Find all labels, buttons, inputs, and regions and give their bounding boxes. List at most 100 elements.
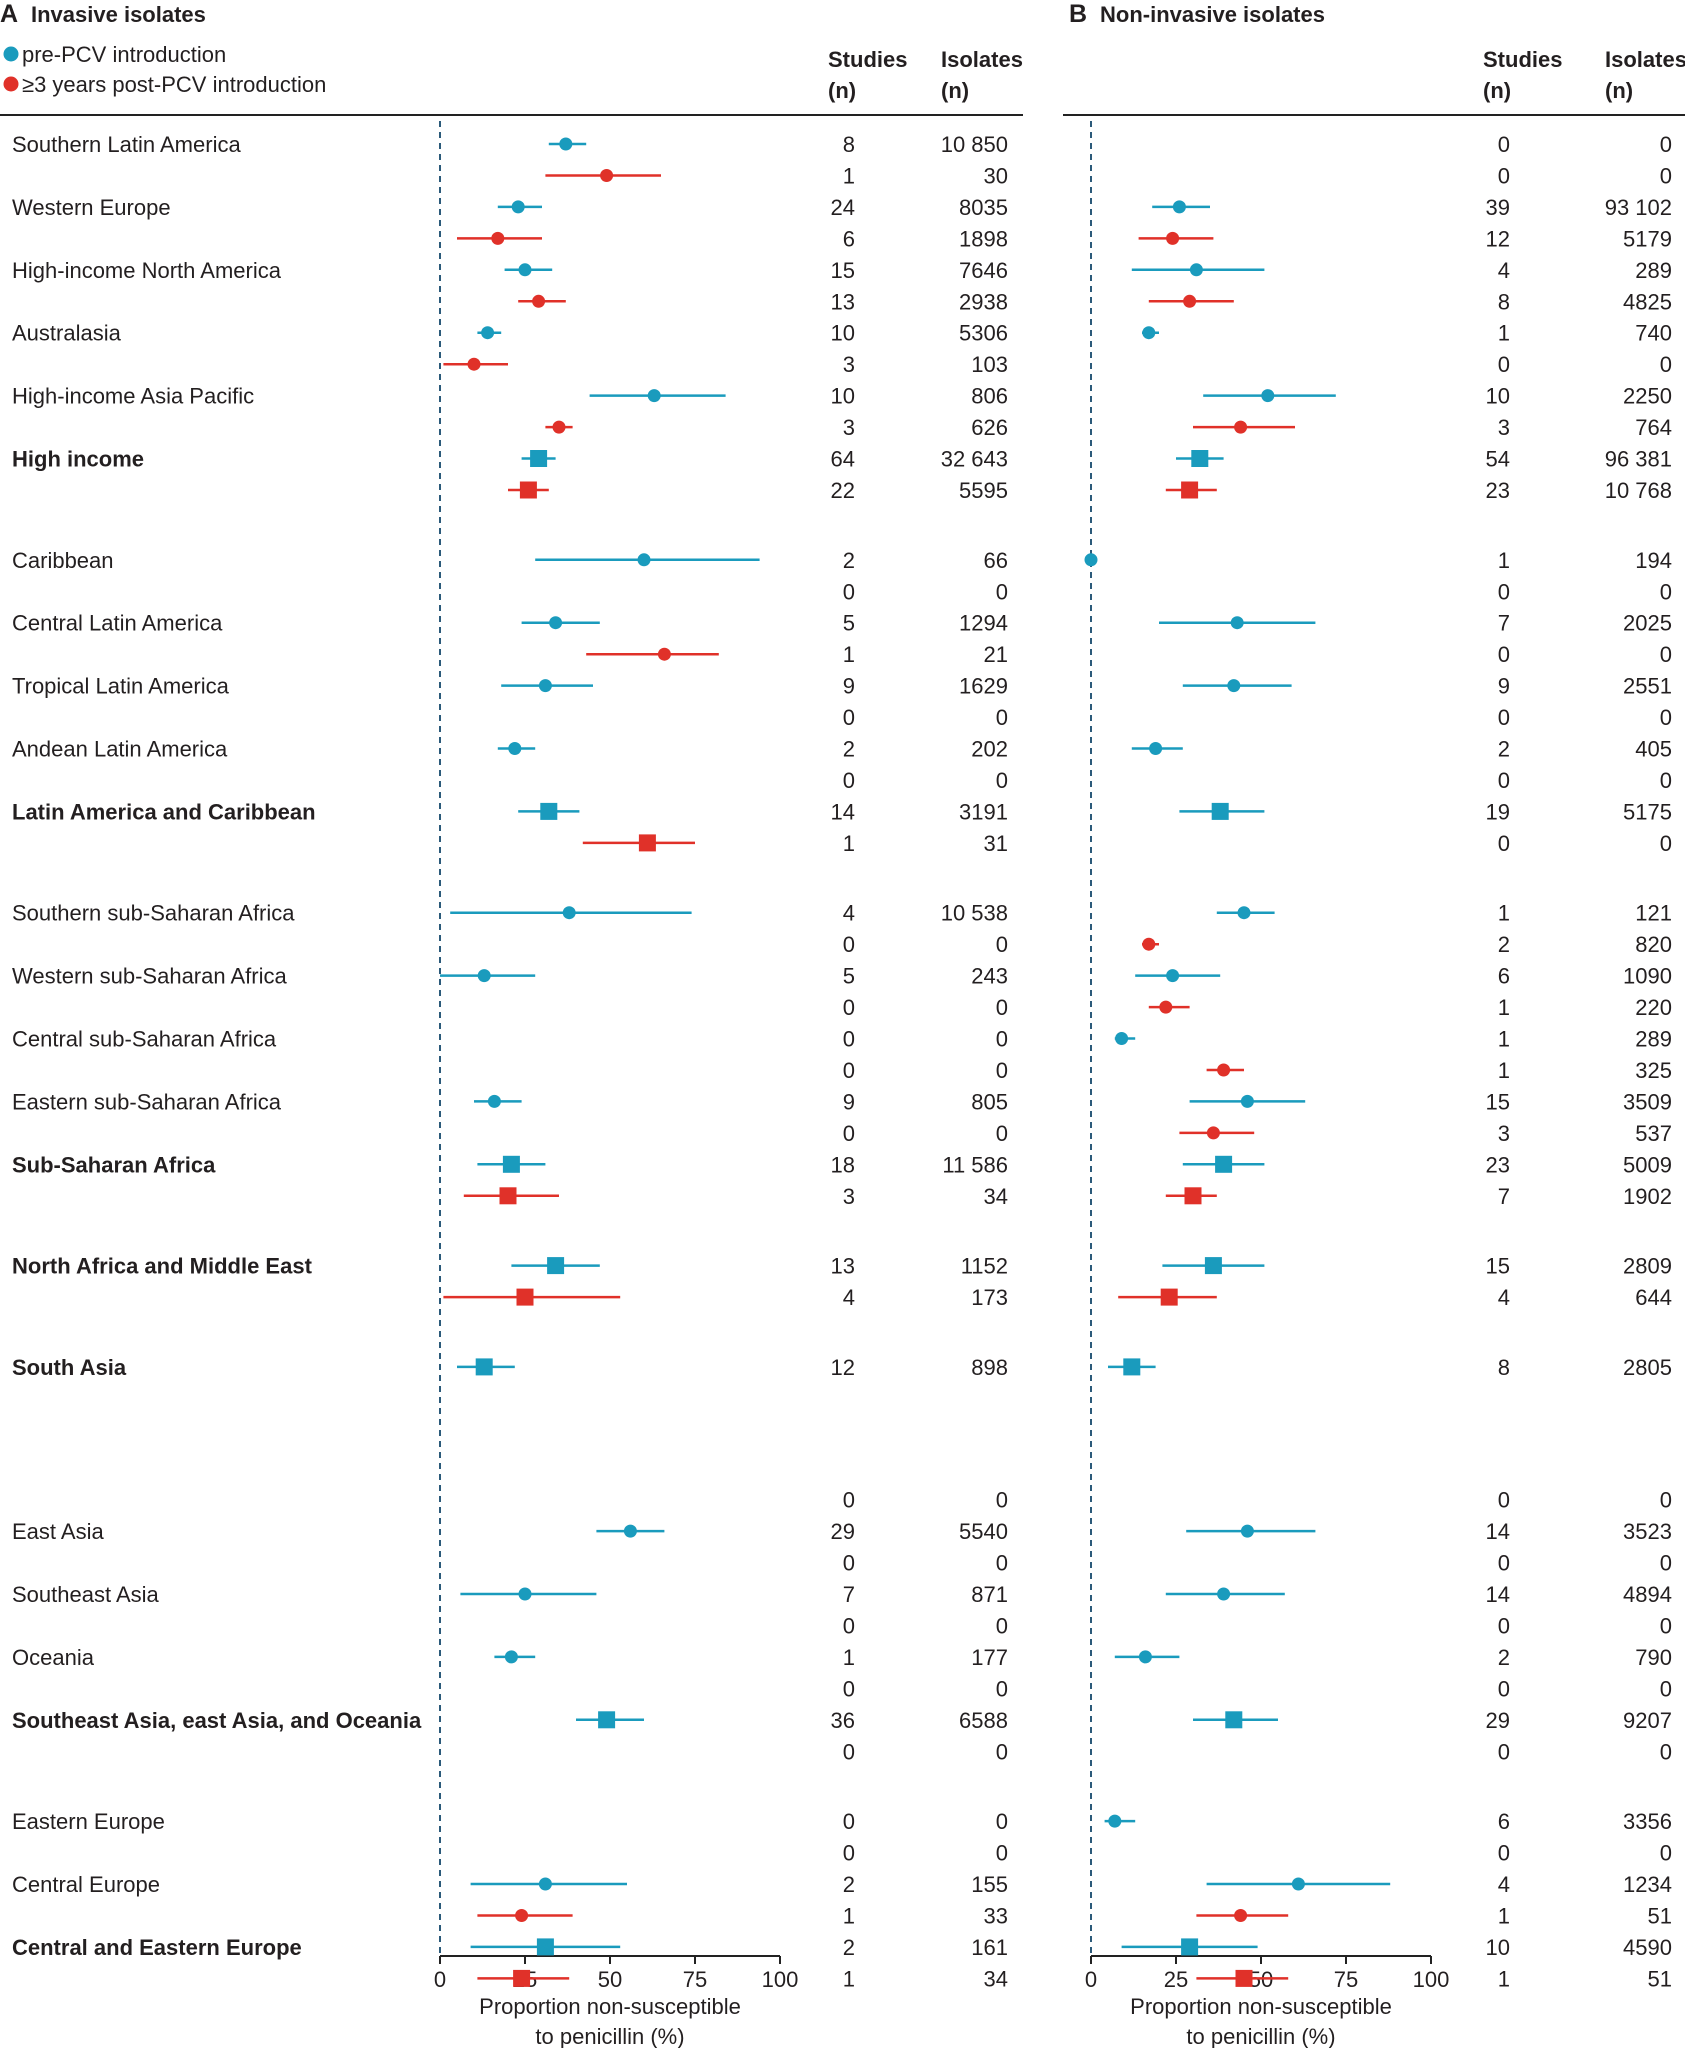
isolates-count-pre: 155 bbox=[971, 1872, 1008, 1897]
isolates-count-post: 820 bbox=[1635, 932, 1672, 957]
estimate-square-post bbox=[1184, 1187, 1202, 1205]
estimate-point-pre bbox=[562, 906, 576, 920]
studies-count-post: 6 bbox=[843, 226, 855, 251]
col-header-isolates-unit: (n) bbox=[941, 78, 969, 103]
estimate-point-pre bbox=[647, 389, 661, 403]
region-label: Australasia bbox=[12, 321, 122, 346]
region-label: Central Europe bbox=[12, 1872, 160, 1897]
isolates-count-post: 325 bbox=[1635, 1058, 1672, 1083]
isolates-count-post: 0 bbox=[996, 1739, 1008, 1764]
studies-count-post: 0 bbox=[843, 1058, 855, 1083]
x-tick-label: 25 bbox=[1164, 1967, 1188, 1992]
estimate-square-pre bbox=[1123, 1358, 1141, 1376]
region-group-label: Latin America and Caribbean bbox=[12, 799, 316, 824]
estimate-point-pre bbox=[1240, 1094, 1254, 1108]
isolates-count-post: 4825 bbox=[1623, 289, 1672, 314]
estimate-square-pre bbox=[547, 1257, 565, 1275]
region-label: Southern sub-Saharan Africa bbox=[12, 901, 295, 926]
estimate-point-post bbox=[1183, 294, 1197, 308]
isolates-count-pre: 121 bbox=[1635, 901, 1672, 926]
isolates-count-post: 51 bbox=[1648, 1966, 1672, 1991]
studies-count-post: 0 bbox=[843, 1841, 855, 1866]
isolates-count-post: 0 bbox=[1660, 1614, 1672, 1639]
region-label: High-income North America bbox=[12, 258, 282, 283]
studies-count-pre: 4 bbox=[1498, 1872, 1510, 1897]
isolates-count-pre: 806 bbox=[971, 384, 1008, 409]
estimate-square-pre bbox=[1204, 1257, 1222, 1275]
isolates-count-pre: 871 bbox=[971, 1582, 1008, 1607]
isolates-count-post: 0 bbox=[996, 995, 1008, 1020]
estimate-square-post bbox=[516, 1288, 534, 1306]
studies-count-pre: 0 bbox=[1498, 132, 1510, 157]
studies-count-post: 3 bbox=[1498, 1121, 1510, 1146]
isolates-count-pre: 2551 bbox=[1623, 674, 1672, 699]
isolates-count-post: 34 bbox=[984, 1966, 1008, 1991]
estimate-point-pre bbox=[1115, 1032, 1129, 1045]
panel-title-B: Non-invasive isolates bbox=[1100, 2, 1325, 27]
isolates-count-post: 0 bbox=[996, 705, 1008, 730]
studies-count-pre: 2 bbox=[843, 1935, 855, 1960]
region-label: Eastern sub-Saharan Africa bbox=[12, 1089, 282, 1114]
region-label: Western Europe bbox=[12, 195, 171, 220]
studies-count-post: 0 bbox=[1498, 1488, 1510, 1513]
isolates-count-pre: 1294 bbox=[959, 611, 1008, 636]
estimate-square-post bbox=[1160, 1288, 1178, 1306]
isolates-count-post: 103 bbox=[971, 352, 1008, 377]
isolates-count-post: 21 bbox=[984, 642, 1008, 667]
studies-count-post: 0 bbox=[1498, 352, 1510, 377]
studies-count-pre: 6 bbox=[1498, 1809, 1510, 1834]
studies-count-pre: 10 bbox=[1486, 1935, 1510, 1960]
estimate-point-post bbox=[657, 647, 671, 661]
isolates-count-post: 0 bbox=[1660, 352, 1672, 377]
studies-count-pre: 2 bbox=[1498, 737, 1510, 762]
x-axis-label: Proportion non-susceptible bbox=[479, 1994, 741, 2019]
isolates-count-pre: 2805 bbox=[1623, 1355, 1672, 1380]
studies-count-post: 0 bbox=[1498, 1841, 1510, 1866]
col-header-isolates-unit: (n) bbox=[1605, 78, 1633, 103]
isolates-count-post: 0 bbox=[1660, 1676, 1672, 1701]
isolates-count-post: 0 bbox=[1660, 768, 1672, 793]
studies-count-post: 0 bbox=[1498, 831, 1510, 856]
isolates-count-post: 764 bbox=[1635, 415, 1672, 440]
studies-count-pre: 1 bbox=[1498, 901, 1510, 926]
estimate-square-post bbox=[1235, 1969, 1253, 1987]
isolates-count-post: 0 bbox=[1660, 1488, 1672, 1513]
studies-count-pre: 54 bbox=[1486, 447, 1510, 472]
studies-count-post: 22 bbox=[831, 478, 855, 503]
estimate-point-pre bbox=[559, 137, 573, 151]
isolates-count-pre: 9207 bbox=[1623, 1708, 1672, 1733]
studies-count-pre: 10 bbox=[831, 321, 855, 346]
isolates-count-pre: 5540 bbox=[959, 1519, 1008, 1544]
isolates-count-pre: 96 381 bbox=[1605, 447, 1672, 472]
studies-count-pre: 9 bbox=[843, 674, 855, 699]
studies-count-post: 2 bbox=[1498, 932, 1510, 957]
region-group-label: North Africa and Middle East bbox=[12, 1254, 313, 1279]
region-label: High-income Asia Pacific bbox=[12, 384, 254, 409]
isolates-count-pre: 289 bbox=[1635, 258, 1672, 283]
studies-count-pre: 14 bbox=[1486, 1519, 1510, 1544]
isolates-count-pre: 5306 bbox=[959, 321, 1008, 346]
studies-count-pre: 18 bbox=[831, 1152, 855, 1177]
estimate-point-pre bbox=[1261, 389, 1275, 403]
isolates-count-pre: 2809 bbox=[1623, 1254, 1672, 1279]
isolates-count-pre: 805 bbox=[971, 1089, 1008, 1114]
studies-count-post: 0 bbox=[1498, 164, 1510, 189]
estimate-point-pre bbox=[1084, 553, 1098, 567]
estimate-point-pre bbox=[1189, 263, 1203, 277]
studies-count-pre: 13 bbox=[831, 1254, 855, 1279]
studies-count-post: 1 bbox=[843, 164, 855, 189]
estimate-square-pre bbox=[502, 1155, 520, 1173]
estimate-point-pre bbox=[1138, 1650, 1152, 1664]
estimate-square-pre bbox=[475, 1358, 493, 1376]
estimate-square-pre bbox=[536, 1938, 554, 1956]
isolates-count-pre: 1234 bbox=[1623, 1872, 1672, 1897]
region-label: Oceania bbox=[12, 1645, 95, 1670]
studies-count-post: 4 bbox=[1498, 1285, 1510, 1310]
isolates-count-pre: 194 bbox=[1635, 548, 1672, 573]
isolates-count-post: 0 bbox=[996, 1058, 1008, 1083]
estimate-point-post bbox=[1142, 937, 1156, 951]
region-label: Tropical Latin America bbox=[12, 674, 230, 699]
region-label: Western sub-Saharan Africa bbox=[12, 964, 287, 989]
estimate-point-pre bbox=[518, 263, 532, 277]
isolates-count-post: 0 bbox=[996, 1488, 1008, 1513]
